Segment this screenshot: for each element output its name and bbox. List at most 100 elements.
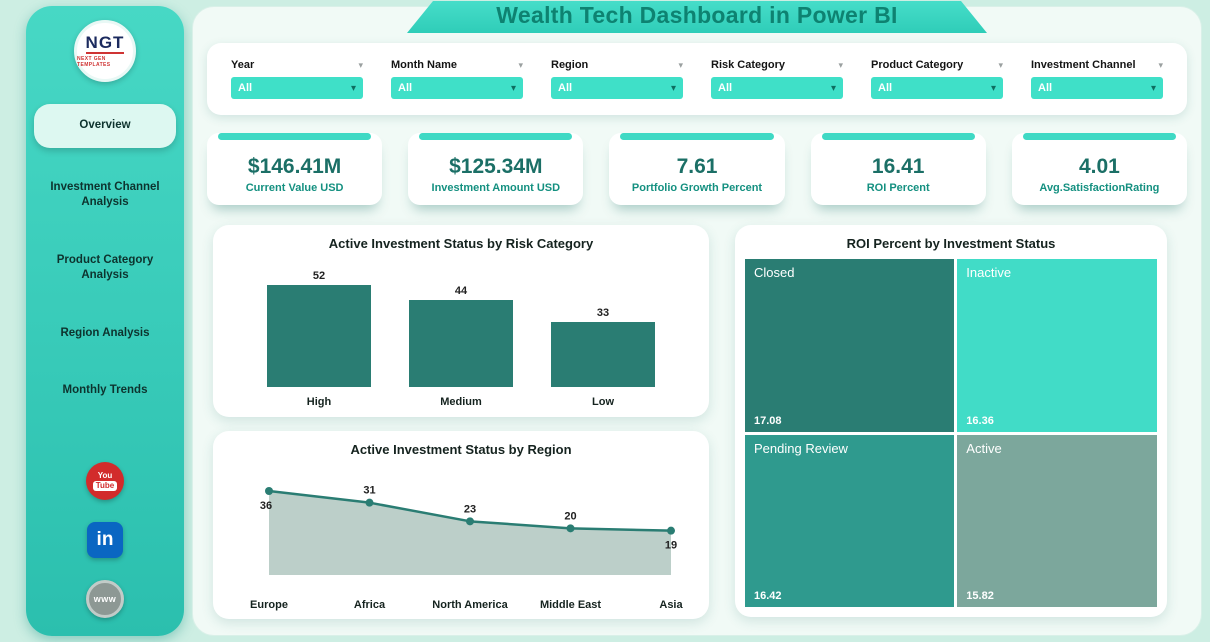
chevron-down-icon[interactable] — [678, 60, 683, 71]
area-category-label: Africa — [354, 599, 386, 611]
bar-chart-title: Active Investment Status by Risk Categor… — [328, 236, 594, 251]
kpi-card-portfolio-growth: 7.61 Portfolio Growth Percent — [609, 133, 785, 205]
area-point[interactable] — [265, 487, 273, 495]
kpi-value: 4.01 — [1078, 154, 1120, 178]
bar-column: 44 Medium — [407, 269, 515, 408]
filter-dropdown-risk-category[interactable]: All — [711, 77, 843, 99]
treemap-cell-label: Active — [966, 440, 1002, 456]
chevron-down-icon[interactable] — [518, 60, 523, 71]
filter-dropdown-month-name[interactable]: All — [391, 77, 523, 99]
bar-chart-plot: 52 High 44 Medium 33 Low — [265, 269, 657, 408]
treemap-cell-pending-review[interactable]: Pending Review 16.42 — [745, 434, 955, 607]
page-title: Wealth Tech Dashboard in Power BI — [496, 2, 898, 28]
bar[interactable] — [551, 322, 655, 387]
filter-dropdown-investment-channel[interactable]: All — [1031, 77, 1163, 99]
treemap-cell-value: 15.82 — [966, 590, 994, 602]
filter-month-name: Month Name All — [391, 59, 523, 99]
sidebar-item-product-category-analysis[interactable]: Product Category Analysis — [34, 245, 176, 292]
social-links: You Tube in www — [26, 462, 184, 618]
treemap-cell-value: 17.08 — [754, 414, 782, 427]
filter-selected-value: All — [398, 82, 413, 94]
area-value-label: 19 — [665, 540, 677, 552]
chevron-down-icon — [1151, 83, 1156, 94]
treemap-cell-active[interactable]: Active 15.82 — [957, 434, 1157, 607]
bar-category-label: High — [306, 396, 332, 408]
sidebar-item-investment-channel-analysis[interactable]: Investment Channel Analysis — [34, 172, 176, 219]
linkedin-icon[interactable]: in — [87, 522, 123, 558]
chevron-down-icon — [671, 83, 676, 94]
area-chart-plot: 36 Europe 31 Africa 23 North America 20 Middle … — [221, 459, 701, 615]
filter-dropdown-product-category[interactable]: All — [871, 77, 1003, 99]
treemap-cell-closed[interactable]: Closed 17.08 — [745, 259, 955, 432]
kpi-accent-bar — [821, 133, 975, 140]
kpi-accent-bar — [218, 133, 372, 140]
ngt-logo: NGT NEXT GEN TEMPLATES — [74, 20, 136, 82]
area-chart-svg: 36 Europe 31 Africa 23 North America 20 Middle … — [250, 485, 683, 611]
kpi-card-investment-amount: $125.34M Investment Amount USD — [408, 133, 584, 205]
treemap-cell-label: Closed — [754, 265, 795, 280]
filter-selected-value: All — [718, 82, 733, 94]
logo-abbr: NGT — [85, 33, 125, 55]
filter-region: Region All — [551, 59, 683, 99]
sidebar-nav: Overview Investment Channel Analysis Pro… — [26, 104, 184, 407]
sidebar-item-label: Monthly Trends — [62, 384, 148, 397]
sidebar-item-region-analysis[interactable]: Region Analysis — [34, 318, 176, 350]
bar[interactable] — [267, 284, 371, 387]
logo-tagline: NEXT GEN TEMPLATES — [77, 56, 111, 69]
treemap-cell-value: 16.42 — [754, 590, 782, 602]
kpi-card-satisfaction-rating: 4.01 Avg.SatisfactionRating — [1011, 133, 1188, 205]
kpi-value: $146.41M — [247, 154, 342, 178]
kpi-accent-bar — [1022, 133, 1177, 140]
filter-dropdown-year[interactable]: All — [231, 77, 363, 99]
sidebar-item-label: Product Category Analysis — [56, 253, 154, 282]
filter-dropdown-region[interactable]: All — [551, 77, 683, 99]
area-category-label: Asia — [659, 599, 683, 611]
filter-product-category: Product Category All — [871, 59, 1003, 99]
youtube-icon[interactable]: You Tube — [86, 462, 124, 500]
title-ribbon: Wealth Tech Dashboard in Power BI — [407, 1, 987, 33]
chevron-down-icon[interactable] — [998, 60, 1003, 71]
chevron-down-icon[interactable] — [838, 60, 843, 71]
treemap-grid: Closed 17.08 Inactive 16.36 Pending Review 16… — [745, 259, 1157, 607]
filter-selected-value: All — [878, 82, 893, 94]
area-value-label: 31 — [363, 485, 375, 497]
treemap-cell-inactive[interactable]: Inactive 16.36 — [957, 259, 1157, 432]
filter-year: Year All — [231, 59, 363, 99]
filter-label: Region — [551, 59, 589, 71]
filter-selected-value: All — [238, 82, 253, 94]
treemap-cell-value: 16.36 — [966, 414, 994, 427]
bar[interactable] — [409, 300, 513, 387]
sidebar-item-overview[interactable]: Overview — [34, 104, 176, 148]
bar-value-label: 33 — [596, 307, 610, 320]
area-category-label: North America — [432, 599, 508, 611]
website-icon[interactable]: www — [86, 580, 124, 618]
sidebar-item-label: Region Analysis — [60, 326, 150, 339]
chevron-down-icon[interactable] — [358, 60, 363, 71]
filter-bar: Year All Month Name All Region — [207, 43, 1187, 115]
area-value-label: 20 — [564, 510, 576, 522]
kpi-value: 7.61 — [676, 154, 718, 178]
area-fill — [269, 491, 671, 575]
area-point[interactable] — [365, 498, 374, 507]
chevron-down-icon[interactable] — [1158, 60, 1163, 71]
treemap-card: ROI Percent by Investment Status Closed 1… — [735, 225, 1167, 617]
linkedin-icon-text: in — [96, 529, 114, 550]
area-value-label: 36 — [260, 500, 272, 512]
youtube-icon-text-top: You — [97, 470, 113, 480]
website-icon-text: www — [93, 594, 117, 604]
filter-label: Investment Channel — [1031, 59, 1136, 71]
sidebar-item-monthly-trends[interactable]: Monthly Trends — [34, 375, 176, 407]
kpi-value: 16.41 — [871, 154, 925, 178]
area-point[interactable] — [466, 517, 474, 526]
kpi-card-roi-percent: 16.41 ROI Percent — [810, 133, 986, 205]
treemap-cell-label: Inactive — [966, 265, 1012, 280]
area-chart-title: Active Investment Status by Region — [350, 442, 572, 457]
area-point[interactable] — [566, 524, 575, 533]
bar-column: 52 High — [265, 269, 373, 408]
kpi-label: Investment Amount USD — [431, 181, 561, 194]
area-value-label: 23 — [464, 503, 476, 515]
area-point[interactable] — [667, 526, 675, 535]
kpi-label: Current Value USD — [245, 181, 344, 194]
bar-chart-card: Active Investment Status by Risk Categor… — [213, 225, 709, 417]
sidebar-item-label: Investment Channel Analysis — [50, 180, 160, 209]
